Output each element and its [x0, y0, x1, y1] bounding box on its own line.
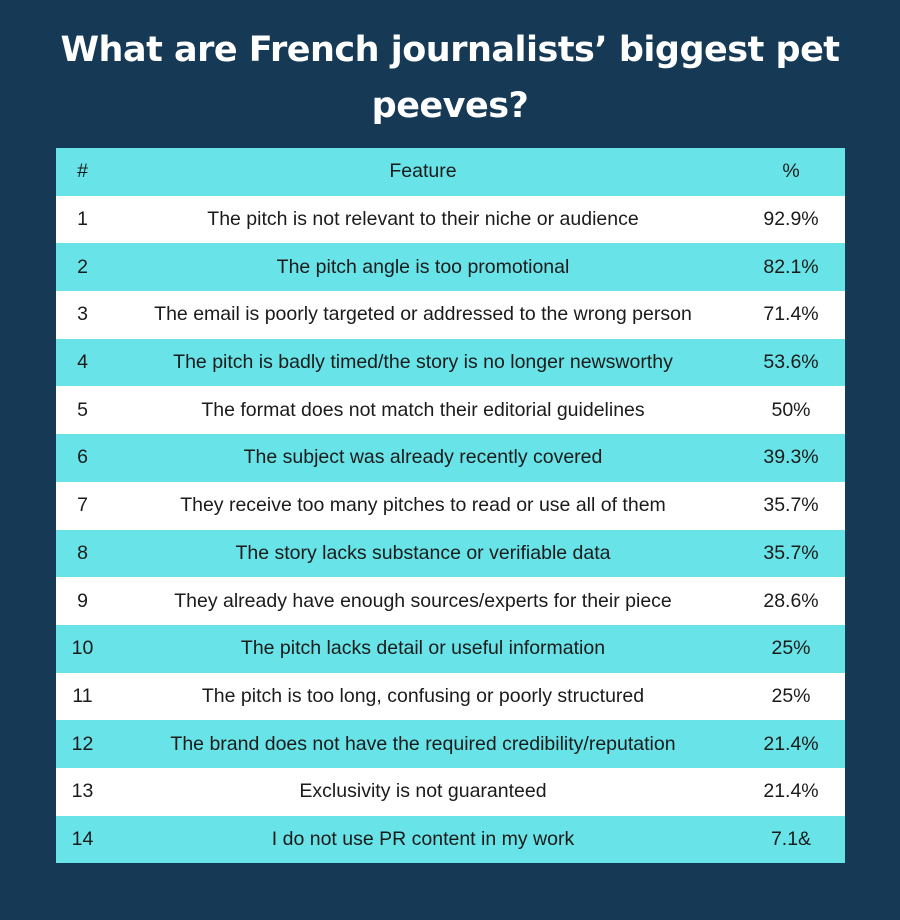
row-number-cell: 8: [77, 541, 88, 564]
row-percent-cell: 92.9%: [763, 208, 819, 231]
row-number-cell: 14: [71, 827, 94, 850]
row-number-cell: 7: [77, 494, 88, 517]
row-feature-cell: The email is poorly targeted or addresse…: [154, 303, 692, 326]
table-row: 4 The pitch is badly timed/the story is n…: [56, 338, 845, 387]
row-feature-cell: The format does not match their editoria…: [201, 398, 645, 421]
table-row: 5 The format does not match their editori…: [56, 386, 845, 435]
row-number-cell: 12: [71, 732, 94, 755]
row-number-cell: 11: [72, 684, 93, 707]
table-row: 1 The pitch is not relevant to their nich…: [56, 195, 845, 244]
row-feature-cell: I do not use PR content in my work: [271, 827, 575, 850]
table-header-row: # Feature %: [56, 148, 845, 196]
table-row: 6 The subject was already recently covere…: [56, 434, 845, 482]
table-body: 1 The pitch is not relevant to their nich…: [56, 195, 845, 864]
row-number-cell: 10: [71, 637, 94, 660]
peeves-table: # Feature % 1 The pitch is not relevant t…: [56, 148, 845, 864]
row-percent-cell: 28.6%: [763, 589, 819, 612]
column-header-percent: %: [782, 160, 800, 183]
row-percent-cell: 82.1%: [763, 255, 819, 278]
table-row: 14 I do not use PR content in my work 7.1&: [56, 815, 845, 864]
row-feature-cell: Exclusivity is not guaranteed: [299, 780, 547, 803]
row-number-cell: 3: [77, 303, 88, 326]
row-feature-cell: The pitch lacks detail or useful informa…: [240, 637, 606, 660]
row-percent-cell: 25%: [771, 637, 811, 660]
row-percent-cell: 35.7%: [763, 541, 819, 564]
row-number-cell: 6: [77, 446, 88, 469]
row-number-cell: 9: [77, 589, 88, 612]
table-row: 7 They receive too many pitches to read o…: [56, 481, 845, 530]
column-header-feature: Feature: [389, 160, 457, 183]
row-percent-cell: 50%: [771, 398, 811, 421]
row-number-cell: 1: [77, 208, 88, 231]
row-feature-cell: The brand does not have the required cre…: [170, 732, 676, 755]
table-row: 13 Exclusivity is not guaranteed 21.4%: [56, 767, 845, 816]
table-row: 12 The brand does not have the required c…: [56, 720, 845, 768]
row-percent-cell: 21.4%: [763, 732, 819, 755]
row-number-cell: 13: [71, 780, 94, 803]
row-percent-cell: 35.7%: [763, 494, 819, 517]
table-row: 8 The story lacks substance or verifiable…: [56, 529, 845, 578]
row-feature-cell: They receive too many pitches to read or…: [180, 494, 666, 517]
row-percent-cell: 71.4%: [763, 303, 819, 326]
row-percent-cell: 53.6%: [763, 351, 819, 374]
table-row: 11 The pitch is too long, confusing or po…: [56, 672, 845, 721]
row-percent-cell: 39.3%: [763, 446, 819, 469]
row-feature-cell: The story lacks substance or verifiable …: [235, 541, 611, 564]
row-number-cell: 5: [77, 398, 88, 421]
column-header-number: #: [77, 160, 88, 183]
row-feature-cell: The subject was already recently covered: [243, 446, 603, 469]
table-row: 9 They already have enough sources/expert…: [56, 577, 845, 625]
row-feature-cell: The pitch is badly timed/the story is no…: [173, 351, 673, 374]
chart-title: What are French journalists’ biggest pet…: [60, 30, 840, 126]
row-number-cell: 4: [77, 351, 88, 374]
row-feature-cell: The pitch is too long, confusing or poor…: [201, 684, 645, 707]
table-row: 2 The pitch angle is too promotional 82.1%: [56, 243, 845, 292]
row-percent-cell: 25%: [771, 684, 811, 707]
row-percent-cell: 21.4%: [763, 780, 819, 803]
row-feature-cell: They already have enough sources/experts…: [174, 589, 672, 612]
table-row: 10 The pitch lacks detail or useful infor…: [56, 624, 845, 673]
row-feature-cell: The pitch angle is too promotional: [276, 255, 570, 278]
row-percent-cell: 7.1&: [770, 827, 812, 850]
row-feature-cell: The pitch is not relevant to their niche…: [207, 208, 639, 231]
table-row: 3 The email is poorly targeted or address…: [56, 291, 845, 339]
row-number-cell: 2: [77, 255, 88, 278]
